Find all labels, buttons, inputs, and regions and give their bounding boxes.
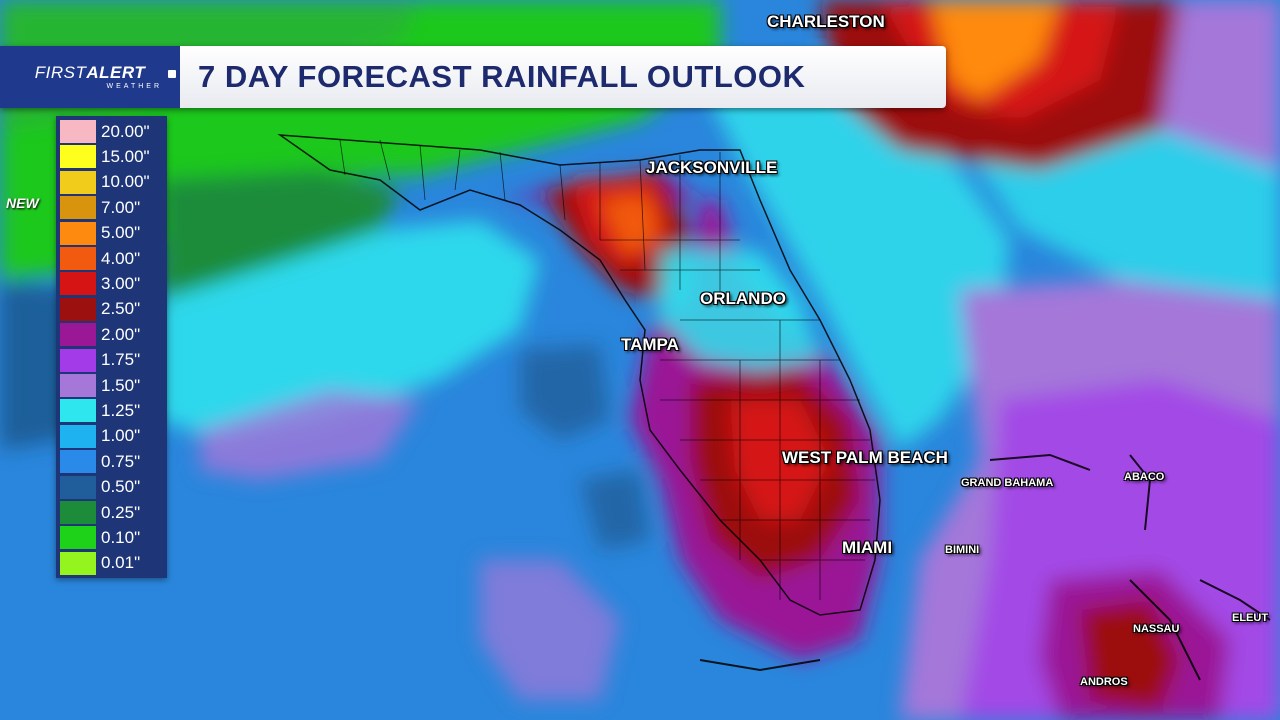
legend-swatch [60,374,96,397]
legend-label: 1.50" [101,375,141,395]
legend-swatch [60,450,96,474]
legend-row: 1.50" [60,374,163,397]
city-label-miami: MIAMI [842,538,893,557]
legend-swatch [60,221,96,245]
city-label-jacksonville: JACKSONVILLE [646,158,778,177]
island-outlines [699,453,1271,681]
legend-label: 0.75" [101,451,141,471]
legend-label: 3.00" [101,273,141,293]
legend-swatch [60,170,96,194]
legend-label: 1.00" [101,426,141,446]
logo-text: FIRSTALERT [34,63,146,82]
legend-label: 2.00" [101,324,141,344]
legend-row: 7.00" [60,196,163,220]
city-label-nassau: NASSAU [1133,623,1180,635]
legend-row: 0.01" [60,551,163,575]
first-alert-logo: FIRSTALERT WEATHER [0,46,180,108]
state-outline [277,134,881,616]
legend-swatch [60,272,96,296]
legend-label: 0.25" [101,502,141,522]
legend-row: 10.00" [60,170,163,194]
city-label-charleston: CHARLESTON [767,12,885,31]
city-label-tampa: TAMPA [621,335,679,354]
legend-label: 1.75" [101,350,141,370]
legend-swatch [60,145,96,169]
page-title: 7 DAY FORECAST RAINFALL OUTLOOK [180,46,946,108]
legend-label: 2.50" [101,299,141,319]
legend-label: 5.00" [101,223,141,243]
logo-subtext: WEATHER [106,83,162,90]
legend-label: 0.10" [101,527,141,547]
rainfall-legend: 20.00" 15.00" 10.00" 7.00" 5.00" 4.00" 3.00" 2.… [56,116,167,578]
legend-row: 0.50" [60,475,163,499]
legend-label: 20.00" [101,121,150,141]
legend-label: 0.50" [101,477,141,497]
legend-label: 0.01" [101,553,141,573]
legend-swatch [60,501,96,524]
legend-row: 1.75" [60,348,163,372]
legend-row: 4.00" [60,247,163,270]
legend-swatch [60,475,96,499]
legend-swatch [60,323,96,347]
legend-swatch [60,247,96,270]
legend-swatch [60,399,96,423]
legend-label: 1.25" [101,400,141,420]
legend-swatch [60,551,96,575]
legend-row: 0.10" [60,526,163,550]
legend-label: 4.00" [101,248,141,268]
legend-row: 20.00" [60,120,163,143]
county-lines [339,139,875,600]
city-label-west-palm-beach: WEST PALM BEACH [782,448,948,467]
legend-swatch [60,526,96,550]
legend-swatch [60,424,96,448]
city-label-andros: ANDROS [1080,676,1128,688]
legend-label: 15.00" [101,146,150,166]
legend-swatch [60,348,96,372]
legend-row: 0.25" [60,501,163,524]
legend-row: 1.00" [60,424,163,448]
city-label-eleut: ELEUT [1232,612,1269,624]
legend-row: 2.50" [60,297,163,321]
legend-row: 15.00" [60,145,163,169]
legend-row: 1.25" [60,399,163,423]
legend-swatch [60,297,96,321]
legend-swatch [60,196,96,220]
legend-row: 0.75" [60,450,163,474]
city-label-abaco: ABACO [1124,471,1165,483]
title-bar: FIRSTALERT WEATHER 7 DAY FORECAST RAINFA… [0,46,946,108]
legend-swatch [60,120,96,143]
legend-row: 5.00" [60,221,163,245]
city-label-bimini: BIMINI [945,544,980,556]
legend-label: 7.00" [101,197,141,217]
legend-row: 3.00" [60,272,163,296]
city-label-orlando: ORLANDO [700,289,786,308]
legend-row: 2.00" [60,323,163,347]
new-tag: NEW [6,195,39,211]
legend-label: 10.00" [101,172,150,192]
city-label-grand-bahama: GRAND BAHAMA [961,477,1054,489]
logo-mark [168,70,176,78]
